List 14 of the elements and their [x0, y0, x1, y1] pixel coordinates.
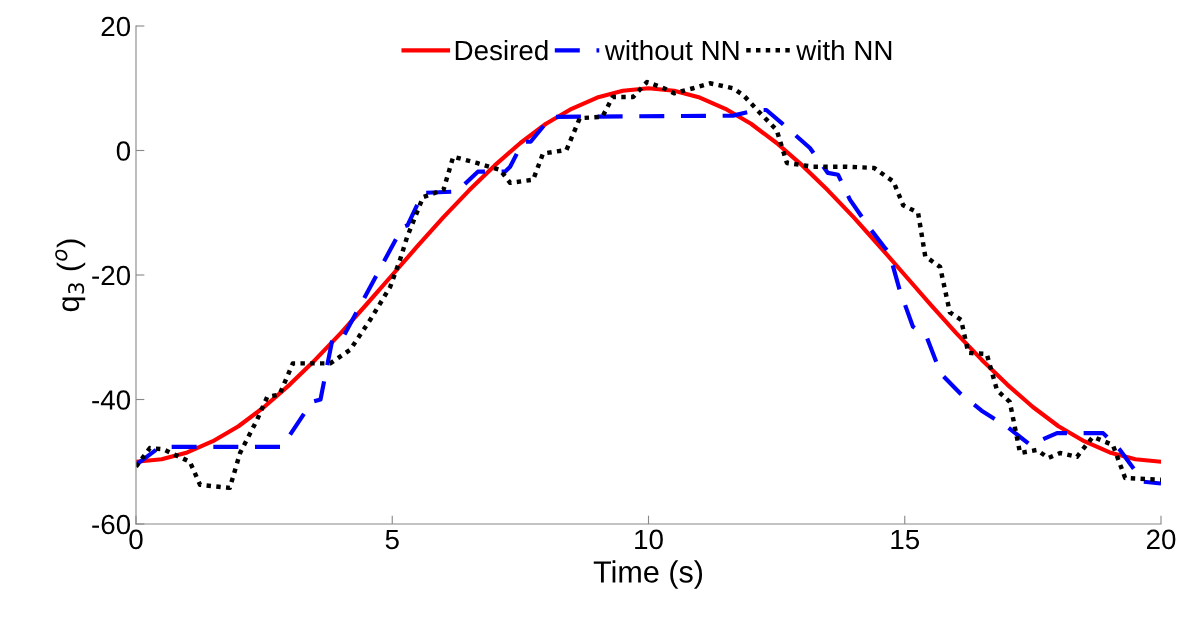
x-tick-label: 10: [635, 529, 663, 550]
x-axis-title: Time (s): [593, 560, 703, 589]
x-tick-label: 5: [385, 529, 399, 550]
legend-label: with NN: [796, 39, 892, 61]
y-tick-label: 20: [101, 16, 131, 37]
x-tick-label: 20: [1146, 529, 1176, 550]
y-tick-label: 0: [116, 141, 131, 161]
y-tick-label: -20: [92, 265, 131, 286]
legend-label: without NN: [604, 39, 739, 61]
x-tick-label: 15: [891, 529, 920, 550]
y-tick-label: -60: [92, 514, 131, 535]
legend-label: Desired: [455, 39, 548, 61]
y-axis-title: q$_{3}$ ($^{o}$): [55, 239, 86, 312]
y-tick-label: -40: [92, 390, 131, 410]
